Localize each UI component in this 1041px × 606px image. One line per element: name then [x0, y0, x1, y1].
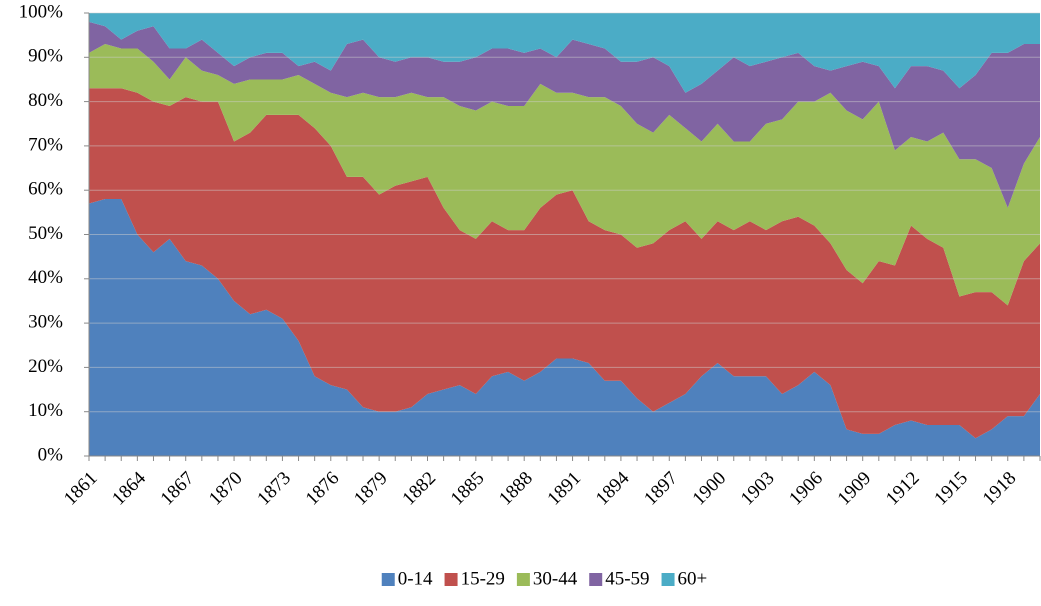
x-tick-label: 1861 — [60, 468, 102, 510]
x-tick-label: 1888 — [495, 468, 537, 510]
area — [89, 88, 1040, 439]
x-tick-label: 1912 — [882, 468, 924, 510]
y-tick-label: 90% — [28, 46, 63, 67]
y-tick-label: 40% — [28, 267, 63, 288]
x-tick-label: 1900 — [689, 468, 731, 510]
legend-label: 45-59 — [605, 568, 649, 589]
x-tick-label: 1897 — [640, 468, 682, 510]
y-tick-label: 70% — [28, 134, 63, 155]
legend-swatch — [381, 573, 395, 586]
x-tick-label: 1879 — [350, 468, 392, 510]
legend-label: 30-44 — [533, 568, 578, 589]
y-tick-label: 20% — [28, 356, 63, 377]
y-tick-label: 0% — [38, 444, 64, 465]
x-tick-label: 1915 — [930, 468, 972, 510]
area — [89, 199, 1040, 456]
legend-swatch — [661, 573, 675, 586]
y-tick-label: 10% — [28, 400, 63, 421]
legend-label: 0-14 — [398, 568, 433, 589]
legend-swatch — [444, 573, 458, 586]
x-tick-label: 1918 — [979, 468, 1021, 510]
x-tick-label: 1870 — [205, 468, 247, 510]
legend-swatch — [589, 573, 603, 586]
legend-label: 15-29 — [461, 568, 505, 589]
x-tick-label: 1891 — [543, 468, 585, 510]
legend: 0-14 15-29 30-44 45-59 60+ — [381, 568, 708, 589]
y-tick-label: 50% — [28, 223, 63, 244]
x-tick-label: 1864 — [108, 467, 150, 509]
x-tick-label: 1873 — [253, 468, 295, 510]
x-tick-label: 1882 — [398, 468, 440, 510]
area — [89, 44, 1040, 306]
y-tick-label: 60% — [28, 179, 63, 200]
x-tick-label: 1903 — [737, 468, 779, 510]
x-tick-label: 1876 — [302, 468, 344, 510]
legend-swatch — [516, 573, 530, 586]
x-tick-label: 1885 — [447, 468, 489, 510]
x-tick-label: 1894 — [592, 467, 634, 509]
legend-label: 60+ — [678, 568, 708, 589]
area — [89, 21, 1040, 208]
area — [89, 13, 1040, 93]
x-tick-label: 1909 — [834, 468, 876, 510]
x-tick-label: 1906 — [785, 468, 827, 510]
y-tick-label: 80% — [28, 90, 63, 111]
y-tick-label: 100% — [19, 1, 64, 22]
x-tick-label: 1867 — [157, 468, 199, 510]
y-tick-label: 30% — [28, 311, 63, 332]
